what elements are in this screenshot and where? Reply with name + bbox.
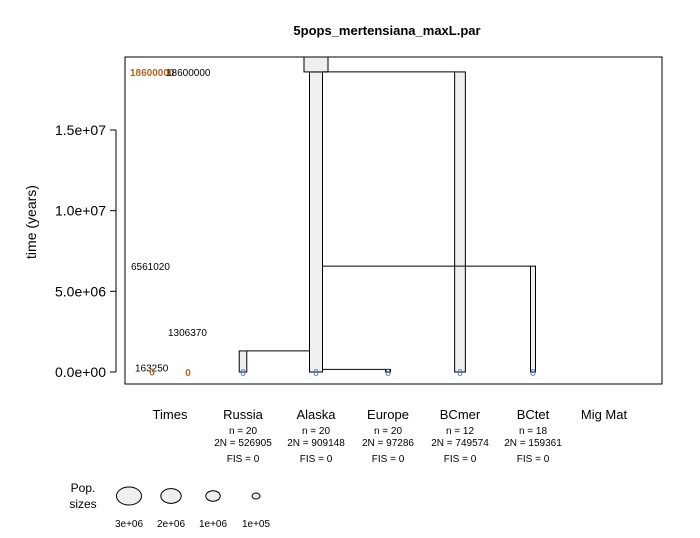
legend-size-ellipse — [116, 486, 142, 506]
pop-2n-alaska: 2N = 909148 — [287, 438, 345, 449]
branch-russia — [238, 350, 248, 373]
time-label: 18600000 — [166, 68, 211, 79]
sample-marker-europe: 0 — [385, 368, 391, 379]
legend-size-label: 1e+06 — [199, 519, 228, 530]
pop-fis-alaska: FIS = 0 — [300, 454, 333, 465]
pop-fis-bctet: FIS = 0 — [517, 454, 550, 465]
legend-size-ellipse — [251, 492, 261, 500]
y-tick-label: 0.0e+00 — [55, 364, 106, 380]
y-tick-label: 1.0e+07 — [55, 203, 106, 219]
pop-fis-europe: FIS = 0 — [372, 454, 405, 465]
time-label: 6561020 — [131, 262, 170, 273]
pop-n-bctet: n = 18 — [519, 426, 548, 437]
sample-marker-russia: 0 — [240, 368, 246, 379]
pop-name-alaska: Alaska — [296, 407, 336, 422]
time-label: 18600000 — [130, 68, 175, 79]
pop-n-alaska: n = 20 — [302, 426, 331, 437]
pop-name-bcmer: BCmer — [440, 407, 481, 422]
pop-size-legend: Pop. sizes 3e+06 2e+06 1e+06 1e+05 — [69, 481, 270, 530]
root-branch — [303, 56, 329, 73]
times-label: Times — [153, 407, 188, 422]
pop-n-russia: n = 20 — [229, 426, 258, 437]
time-label: 0 — [185, 368, 191, 379]
pop-name-europe: Europe — [367, 407, 409, 422]
mig-mat-label: Mig Mat — [581, 407, 628, 422]
time-label: 1306370 — [168, 328, 207, 339]
y-tick-label: 1.5e+07 — [55, 122, 106, 138]
pop-2n-europe: 2N = 97286 — [362, 438, 414, 449]
y-axis-label: time (years) — [23, 185, 39, 259]
y-tick-label: 5.0e+06 — [55, 283, 106, 299]
sample-marker-alaska: 0 — [313, 368, 319, 379]
pop-n-europe: n = 20 — [374, 426, 403, 437]
branch-bctet — [530, 265, 536, 373]
legend-title-line2: sizes — [69, 497, 96, 511]
branch-europe — [385, 368, 391, 373]
pop-2n-russia: 2N = 526905 — [214, 438, 272, 449]
chart-title: 5pops_mertensiana_maxL.par — [293, 23, 480, 38]
legend-title-line1: Pop. — [71, 481, 96, 495]
pop-n-bcmer: n = 12 — [446, 426, 475, 437]
legend-size-ellipse — [160, 488, 182, 504]
time-label: 0 — [149, 367, 155, 378]
branch-bcmer — [454, 71, 466, 373]
y-axis: 0.0e+00 5.0e+06 1.0e+07 1.5e+07 — [55, 122, 117, 380]
sample-marker-bcmer: 0 — [457, 368, 463, 379]
pop-name-russia: Russia — [223, 407, 264, 422]
plot-frame — [124, 56, 663, 385]
pop-fis-russia: FIS = 0 — [227, 454, 260, 465]
pop-fis-bcmer: FIS = 0 — [444, 454, 477, 465]
legend-size-label: 2e+06 — [157, 519, 186, 530]
pop-2n-bcmer: 2N = 749574 — [431, 438, 489, 449]
pop-2n-bctet: 2N = 159361 — [504, 438, 562, 449]
legend-size-ellipse — [205, 490, 221, 502]
sample-marker-bctet: 0 — [530, 368, 536, 379]
branch-alaska — [309, 71, 323, 373]
legend-size-label: 1e+05 — [242, 519, 271, 530]
pop-name-bctet: BCtet — [517, 407, 550, 422]
time-label: 163250 — [135, 363, 169, 374]
legend-size-label: 3e+06 — [115, 519, 144, 530]
